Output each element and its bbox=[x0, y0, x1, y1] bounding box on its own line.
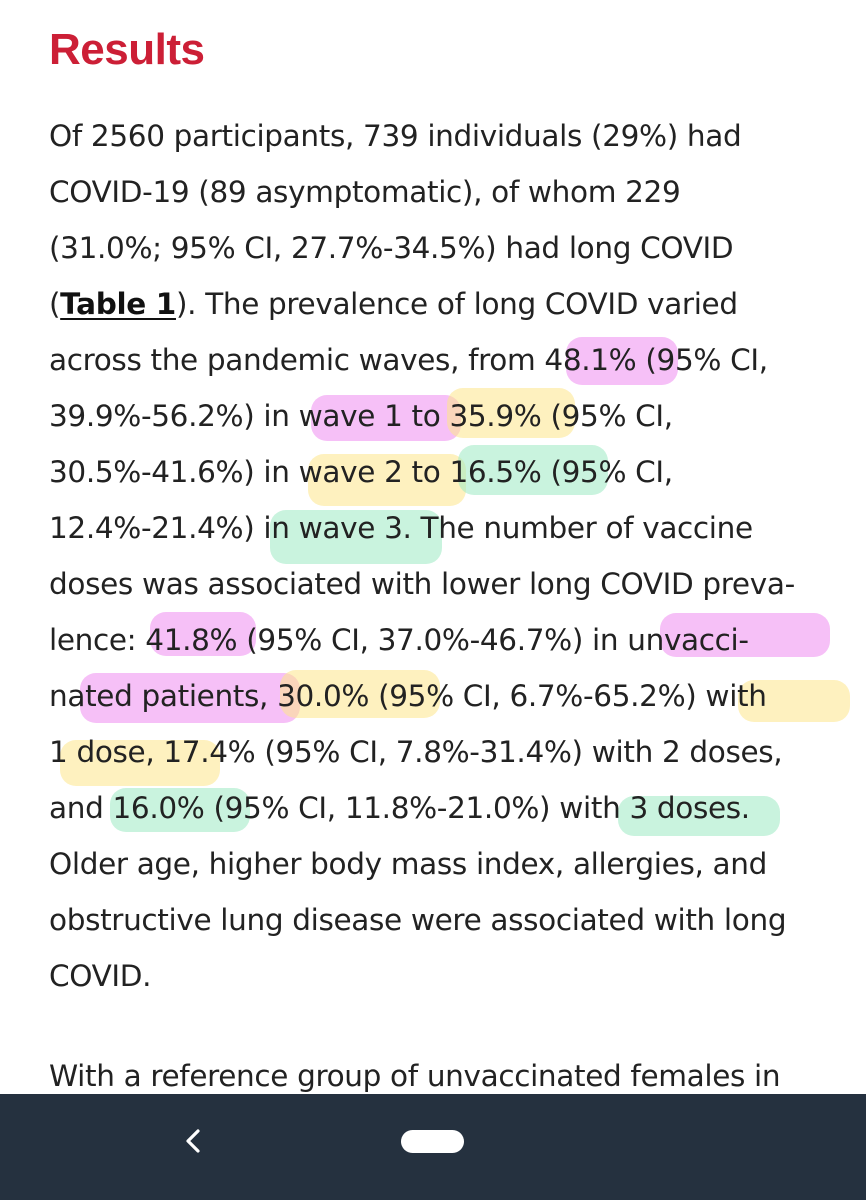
text-line: COVID. bbox=[49, 959, 152, 993]
text-line: (31.0%; 95% CI, 27.7%-34.5%) had long CO… bbox=[49, 231, 734, 265]
text-line: 39.9%-56.2%) in wave 1 to 35.9% (95% CI, bbox=[49, 399, 673, 433]
section-title: Results bbox=[49, 25, 205, 74]
text-line: (Table 1). The prevalence of long COVID … bbox=[49, 276, 795, 332]
text-fragment: ( bbox=[49, 287, 61, 321]
next-paragraph: With a reference group of unvaccinated f… bbox=[49, 1048, 781, 1094]
text-line: Of 2560 participants, 739 individuals (2… bbox=[49, 119, 742, 153]
results-paragraph: Of 2560 participants, 739 individuals (2… bbox=[49, 108, 795, 1004]
article-content: Results Of 2560 participants, 739 indivi… bbox=[49, 25, 850, 1094]
system-navigation-bar bbox=[0, 1094, 866, 1200]
text-line: lence: 41.8% (95% CI, 37.0%-46.7%) in un… bbox=[49, 623, 749, 657]
text-line: across the pandemic waves, from 48.1% (9… bbox=[49, 343, 768, 377]
text-line: With a reference group of unvaccinated f… bbox=[49, 1059, 781, 1093]
text-line: 12.4%-21.4%) in wave 3. The number of va… bbox=[49, 511, 753, 545]
text-line: obstructive lung disease were associated… bbox=[49, 903, 787, 937]
home-pill-icon[interactable] bbox=[401, 1130, 464, 1153]
text-line: COVID-19 (89 asymptomatic), of whom 229 bbox=[49, 175, 681, 209]
text-line: Older age, higher body mass index, aller… bbox=[49, 847, 767, 881]
text-line: 30.5%-41.6%) in wave 2 to 16.5% (95% CI, bbox=[49, 455, 673, 489]
text-line: nated patients, 30.0% (95% CI, 6.7%-65.2… bbox=[49, 679, 767, 713]
chevron-left-icon[interactable] bbox=[176, 1122, 210, 1160]
text-fragment: ). The prevalence of long COVID varied bbox=[175, 287, 738, 321]
text-line: 1 dose, 17.4% (95% CI, 7.8%-31.4%) with … bbox=[49, 735, 783, 769]
text-line: doses was associated with lower long COV… bbox=[49, 567, 795, 601]
table-1-link[interactable]: Table 1 bbox=[60, 287, 176, 321]
text-line: and 16.0% (95% CI, 11.8%-21.0%) with 3 d… bbox=[49, 791, 750, 825]
